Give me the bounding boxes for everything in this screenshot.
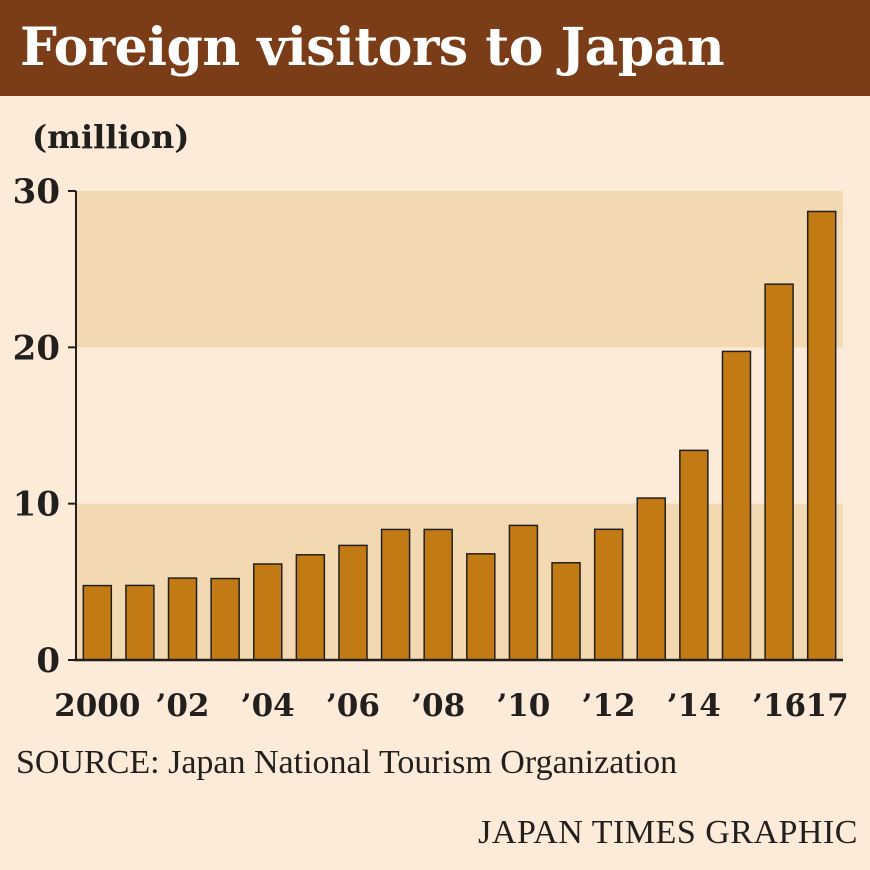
source-note: SOURCE: Japan National Tourism Organizat… [16, 744, 678, 781]
graphic-credit: JAPAN TIMES GRAPHIC [478, 814, 858, 851]
bar-2002 [167, 577, 198, 661]
x-tick-label: ’06 [326, 688, 380, 724]
bar-2005 [295, 554, 326, 661]
bar-2007 [380, 528, 411, 661]
bar-2009 [466, 553, 496, 661]
bar-2006 [338, 544, 368, 661]
bar-2004 [253, 563, 283, 661]
y-tick-label: 10 [13, 485, 60, 525]
x-tick-label: ’04 [241, 688, 295, 724]
bar-2015 [721, 350, 752, 661]
x-tick-label: 2000 [54, 688, 140, 724]
bar-2001 [125, 584, 155, 661]
bar-2000 [82, 584, 113, 661]
bar-2010 [508, 524, 539, 661]
y-tick-label: 0 [36, 641, 60, 681]
bar-2016 [764, 283, 794, 661]
bar-2017 [806, 210, 837, 661]
bar-2011 [551, 562, 581, 661]
x-tick-label: ’14 [667, 688, 721, 724]
bar-2012 [593, 528, 624, 661]
bar-2008 [423, 528, 453, 661]
x-tick-label: ’17 [795, 688, 849, 724]
y-tick-label: 20 [13, 328, 60, 368]
x-tick-label: ’16 [752, 688, 806, 724]
chart-title: Foreign visitors to Japan [20, 17, 725, 78]
x-tick-label: ’12 [582, 688, 636, 724]
bar-2014 [679, 449, 709, 661]
x-tick-label: ’10 [496, 688, 550, 724]
bar-2013 [636, 497, 666, 661]
title-bar: Foreign visitors to Japan [0, 0, 870, 96]
bar-2003 [210, 577, 240, 661]
y-axis-unit-label: (million) [32, 118, 190, 156]
grid-band [76, 191, 843, 348]
y-tick-label: 30 [13, 172, 60, 212]
x-tick-label: ’08 [411, 688, 465, 724]
grid-band [76, 503, 843, 660]
x-tick-label: ’02 [156, 688, 210, 724]
